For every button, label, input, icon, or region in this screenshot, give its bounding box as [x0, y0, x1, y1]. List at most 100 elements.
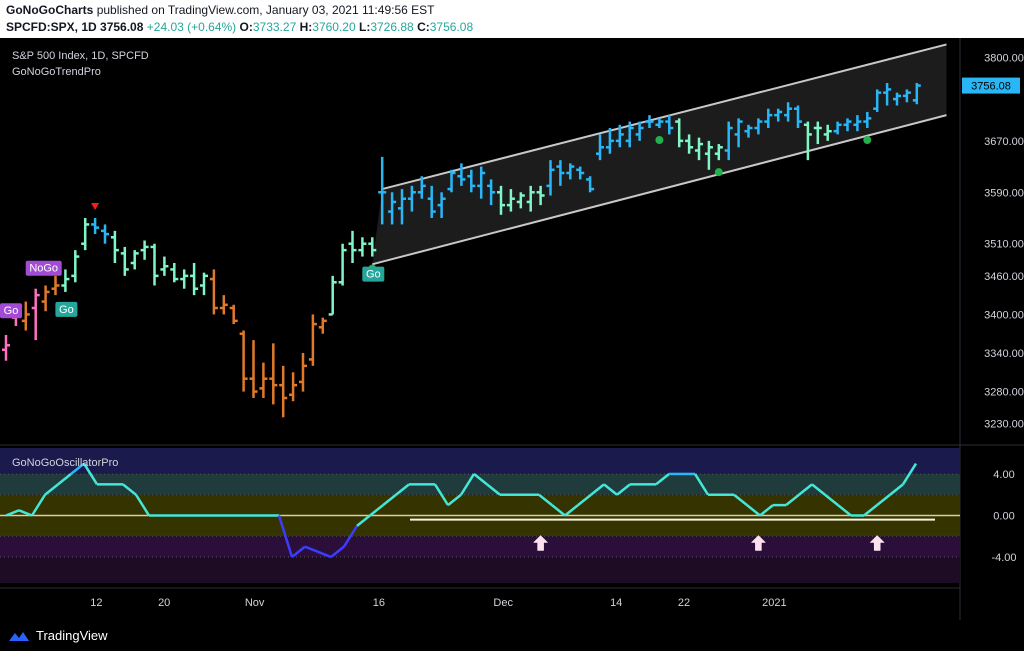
publisher-name[interactable]: GoNoGoCharts	[6, 3, 94, 17]
price-bar[interactable]	[170, 263, 179, 283]
price-bar[interactable]	[398, 189, 406, 225]
price-bar[interactable]	[110, 230, 119, 263]
signal-badge[interactable]: NoGo	[25, 260, 62, 276]
oscillator-segment[interactable]	[356, 514, 371, 527]
oscillator-segment[interactable]	[134, 494, 151, 517]
price-bar[interactable]	[833, 121, 842, 135]
price-bar[interactable]	[912, 83, 921, 105]
price-bar[interactable]	[714, 144, 723, 161]
price-bar[interactable]	[467, 169, 476, 193]
oscillator-segment[interactable]	[837, 504, 852, 517]
price-bar[interactable]	[160, 256, 169, 276]
price-bar[interactable]	[536, 185, 545, 206]
trend-channel-upper[interactable]	[381, 43, 947, 191]
oscillator-segment[interactable]	[603, 483, 618, 496]
price-bar[interactable]	[803, 121, 812, 161]
oscillator-segment[interactable]	[277, 515, 294, 558]
oscillator-segment[interactable]	[304, 545, 319, 554]
price-bar[interactable]	[61, 269, 70, 292]
signal-badge[interactable]: Go	[0, 303, 22, 319]
price-bar[interactable]	[348, 230, 357, 263]
price-bar[interactable]	[764, 108, 773, 128]
price-bar[interactable]	[289, 372, 298, 402]
price-bar[interactable]	[269, 343, 278, 405]
price-bar[interactable]	[101, 224, 109, 244]
price-bar[interactable]	[893, 92, 901, 106]
tradingview-logo[interactable]: TradingView	[8, 628, 108, 643]
signal-badge[interactable]: Go	[362, 266, 385, 282]
chart-area[interactable]: NoGo Go Go Go 3800.00 3670.00 3590.00 3510.00 34…	[0, 38, 1024, 620]
oscillator-pane[interactable]: 4.00 0.00 -4.00	[0, 448, 1017, 583]
oscillator-segment[interactable]	[342, 525, 359, 548]
price-bar[interactable]	[596, 134, 604, 161]
price-bar[interactable]	[863, 111, 872, 128]
oscillator-segment[interactable]	[486, 483, 501, 496]
oscillator-segment[interactable]	[122, 483, 137, 496]
price-bar[interactable]	[140, 240, 149, 260]
oscillator-segment[interactable]	[811, 483, 826, 496]
price-bar[interactable]	[318, 317, 327, 334]
oscillator-segment[interactable]	[655, 472, 670, 486]
price-bar[interactable]	[734, 118, 743, 148]
price-bar[interactable]	[328, 275, 337, 316]
price-bar[interactable]	[526, 185, 535, 212]
price-bar[interactable]	[378, 156, 387, 225]
price-bar[interactable]	[447, 169, 456, 193]
price-bar[interactable]	[487, 179, 496, 206]
price-bar[interactable]	[239, 330, 248, 392]
price-bar[interactable]	[209, 269, 218, 315]
price-bar[interactable]	[308, 314, 317, 366]
signal-badge[interactable]: Go	[55, 301, 78, 317]
trend-channel-lower[interactable]	[372, 114, 947, 266]
price-bar[interactable]	[457, 163, 466, 186]
price-bar[interactable]	[477, 166, 486, 199]
price-bar[interactable]	[120, 246, 129, 276]
price-bar[interactable]	[556, 160, 565, 186]
price-bar[interactable]	[150, 243, 159, 286]
price-bar[interactable]	[31, 288, 40, 341]
price-bar[interactable]	[437, 192, 446, 218]
price-bar[interactable]	[51, 275, 60, 296]
price-bar[interactable]	[685, 134, 694, 154]
price-bar[interactable]	[516, 192, 525, 209]
price-bar[interactable]	[843, 118, 852, 132]
oscillator-segment[interactable]	[798, 483, 813, 496]
oscillator-segment[interactable]	[876, 493, 891, 507]
price-bar[interactable]	[813, 121, 822, 145]
price-bar[interactable]	[902, 89, 911, 103]
price-bar[interactable]	[704, 140, 713, 170]
oscillator-segment[interactable]	[577, 493, 592, 507]
price-bar[interactable]	[2, 335, 10, 361]
price-bar[interactable]	[883, 83, 892, 106]
oscillator-segment[interactable]	[330, 545, 345, 559]
oscillator-segment[interactable]	[538, 493, 553, 507]
price-bar[interactable]	[625, 121, 634, 148]
price-bar[interactable]	[645, 115, 654, 128]
oscillator-segment[interactable]	[824, 493, 839, 507]
oscillator-segment[interactable]	[616, 483, 631, 496]
price-bar[interactable]	[506, 189, 515, 212]
price-bar[interactable]	[417, 176, 426, 199]
price-bar[interactable]	[873, 89, 882, 112]
oscillator-segment[interactable]	[590, 483, 605, 496]
price-bar[interactable]	[190, 263, 199, 296]
oscillator-segment[interactable]	[889, 483, 904, 496]
price-bar[interactable]	[71, 250, 80, 283]
price-bar[interactable]	[368, 237, 377, 257]
oscillator-segment[interactable]	[459, 473, 476, 496]
price-bar[interactable]	[21, 301, 30, 331]
price-bar[interactable]	[823, 124, 832, 141]
price-bar[interactable]	[615, 124, 624, 148]
oscillator-segment[interactable]	[564, 504, 579, 517]
oscillator-segment[interactable]	[433, 483, 450, 506]
price-bar[interactable]	[665, 115, 674, 135]
price-bar[interactable]	[180, 269, 189, 289]
price-bar[interactable]	[338, 243, 347, 286]
oscillator-segment[interactable]	[863, 504, 878, 517]
price-bar[interactable]	[586, 176, 595, 193]
oscillator-segment[interactable]	[473, 472, 488, 486]
price-bar[interactable]	[130, 250, 139, 270]
oscillator-segment[interactable]	[693, 473, 710, 496]
price-bar[interactable]	[259, 362, 268, 398]
price-bar[interactable]	[279, 365, 288, 418]
